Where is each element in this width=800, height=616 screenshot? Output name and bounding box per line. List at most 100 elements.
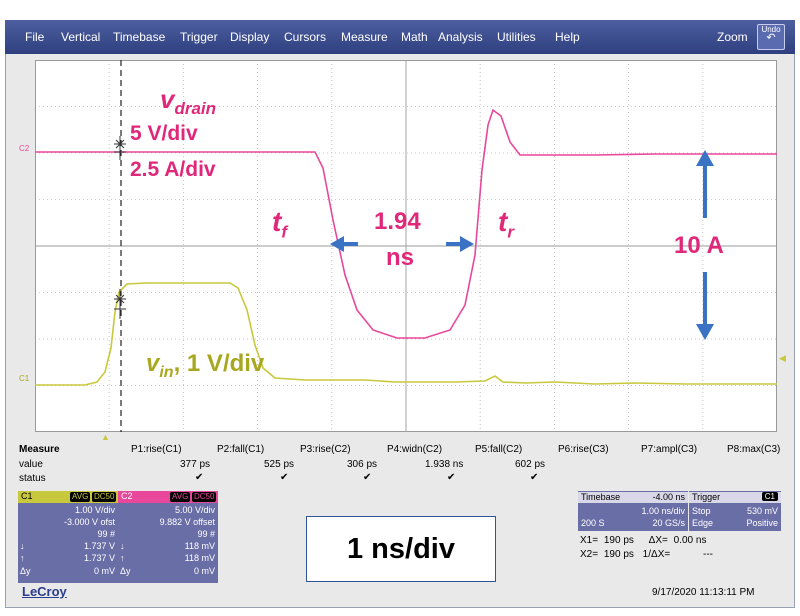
trigger-mode: Stop	[692, 506, 711, 516]
down-arrow-icon	[696, 272, 714, 340]
c1-channel-box[interactable]: C1 AVG DC50 1.00 V/div -3.000 V ofst 99 …	[18, 491, 118, 583]
menu-trigger[interactable]: Trigger	[180, 30, 218, 44]
measure-table: Measure value status P1:rise(C1) P2:fall…	[5, 440, 795, 490]
c1-sweeps: 99 #	[97, 529, 115, 539]
x2-value: 190 ps	[603, 549, 634, 560]
menu-measure[interactable]: Measure	[341, 30, 388, 44]
c1-delta: 0 mV	[93, 566, 115, 576]
measure-col-p3[interactable]: P3:rise(C2)	[300, 444, 351, 455]
menu-utilities[interactable]: Utilities	[497, 30, 536, 44]
measure-value-p3: 306 ps	[347, 459, 378, 470]
cursor-marker-c2[interactable]	[112, 136, 128, 160]
c2-offset: 9.882 V offset	[159, 517, 215, 527]
undo-arrow-icon: ↶	[766, 32, 776, 44]
c2-header: C2 AVG DC50	[118, 491, 218, 503]
measure-row-value-label: value	[19, 459, 43, 470]
status-check-icon: ✔	[195, 472, 204, 483]
c2-avg-badge: AVG	[170, 492, 191, 502]
measure-value-p1: 377 ps	[180, 459, 211, 470]
tr-t: t	[498, 206, 508, 237]
c1-offset: -3.000 V ofst	[63, 517, 115, 527]
measure-value-p2: 525 ps	[264, 459, 295, 470]
menu-math[interactable]: Math	[401, 30, 428, 44]
brand-logo: LeCroy	[22, 584, 67, 599]
vdrain-sub: drain	[174, 99, 217, 119]
c2-marker-label: C2	[19, 144, 30, 153]
measure-col-p6[interactable]: P6:rise(C3)	[558, 444, 609, 455]
grid-border	[35, 60, 777, 432]
pulse-width-value: 1.94	[374, 208, 421, 235]
undo-button[interactable]: Undo ↶	[757, 24, 785, 50]
timebase-box[interactable]: Timebase -4.00 ns 1.00 ns/div 200 S 20 GS…	[578, 491, 688, 531]
zoom-button[interactable]: Zoom	[717, 30, 748, 44]
measure-title: Measure	[19, 444, 60, 455]
menu-analysis[interactable]: Analysis	[438, 30, 483, 44]
vin-sub: in	[159, 363, 174, 381]
left-arrow-icon	[330, 236, 358, 252]
c1-marker[interactable]: C1	[19, 374, 29, 383]
pulse-width-unit: ns	[386, 244, 415, 271]
measure-col-p7[interactable]: P7:ampl(C3)	[641, 444, 698, 455]
inv-dx-label: 1/ΔX=	[642, 549, 671, 560]
timebase-samples: 200 S	[581, 518, 605, 528]
measure-value-p5: 602 ps	[515, 459, 546, 470]
waveform-display[interactable]	[35, 60, 777, 432]
measure-col-p4[interactable]: P4:widn(C2)	[387, 444, 443, 455]
trigger-box[interactable]: Trigger C1 Stop 530 mV Edge Positive	[689, 491, 781, 531]
trigger-title: Trigger	[692, 492, 721, 502]
c1-name: C1	[21, 491, 33, 501]
vdrain-label: vdrain	[160, 84, 216, 119]
tf-t: t	[272, 206, 282, 237]
c2-delta: 0 mV	[193, 566, 215, 576]
tr-label: tr	[498, 206, 514, 243]
current-value: 10 A	[674, 232, 724, 259]
tr-sub: r	[507, 222, 514, 242]
measure-row-status-label: status	[19, 473, 46, 484]
cursor-marker-c1[interactable]	[112, 289, 128, 319]
c2-name: C2	[121, 491, 133, 501]
c2-marker[interactable]: C2	[19, 144, 29, 153]
trigger-channel: C1	[761, 492, 778, 501]
trigger-level-marker[interactable]: ◀	[779, 353, 786, 363]
measure-col-p2[interactable]: P2:fall(C1)	[217, 444, 265, 455]
trigger-type: Edge	[692, 518, 714, 528]
status-check-icon: ✔	[447, 472, 456, 483]
x1-label: X1=	[580, 535, 599, 546]
grid-center-axes	[35, 60, 777, 432]
vdrain-v: v	[160, 84, 175, 114]
trigger-position-marker[interactable]: ▲	[101, 432, 110, 442]
measure-col-p5[interactable]: P5:fall(C2)	[475, 444, 523, 455]
timebase-rate: 20 GS/s	[652, 518, 685, 528]
measure-value-p4: 1.938 ns	[425, 459, 464, 470]
c2-delta-label: Δy	[120, 566, 131, 576]
menu-timebase[interactable]: Timebase	[113, 30, 166, 44]
menu-cursors[interactable]: Cursors	[284, 30, 327, 44]
vin-label: vin, 1 V/div	[146, 350, 264, 382]
c2-channel-box[interactable]: C2 AVG DC50 5.00 V/div 9.882 V offset 99…	[118, 491, 218, 583]
c1-cursor-2: 1.737 V	[83, 553, 115, 563]
c1-trace	[35, 282, 777, 386]
tf-label: tf	[272, 206, 287, 243]
status-check-icon: ✔	[363, 472, 372, 483]
c2-dc-badge: DC50	[192, 492, 217, 502]
status-check-icon: ✔	[280, 472, 289, 483]
dx-value: 0.00 ns	[673, 535, 707, 546]
menu-help[interactable]: Help	[555, 30, 580, 44]
trigger-slope: Positive	[746, 518, 778, 528]
measure-col-p8[interactable]: P8:max(C3)	[727, 444, 781, 455]
c1-cursor-1: 1.737 V	[83, 541, 115, 551]
trigger-level: 530 mV	[746, 506, 778, 516]
menu-display[interactable]: Display	[230, 30, 270, 44]
c1-dc-badge: DC50	[92, 492, 117, 502]
c1-up-icon: ↑	[20, 553, 25, 563]
measure-col-p1[interactable]: P1:rise(C1)	[131, 444, 182, 455]
undo-label: Undo	[761, 25, 781, 34]
vin-v: v	[146, 350, 160, 377]
menu-file[interactable]: File	[25, 30, 45, 44]
c1-marker-label: C1	[19, 374, 30, 383]
menu-vertical[interactable]: Vertical	[61, 30, 101, 44]
menu-bar: File Vertical Timebase Trigger Display C…	[5, 20, 795, 54]
c2-vdiv: 5.00 V/div	[174, 505, 215, 515]
c2-cursor-2: 118 mV	[184, 553, 215, 563]
